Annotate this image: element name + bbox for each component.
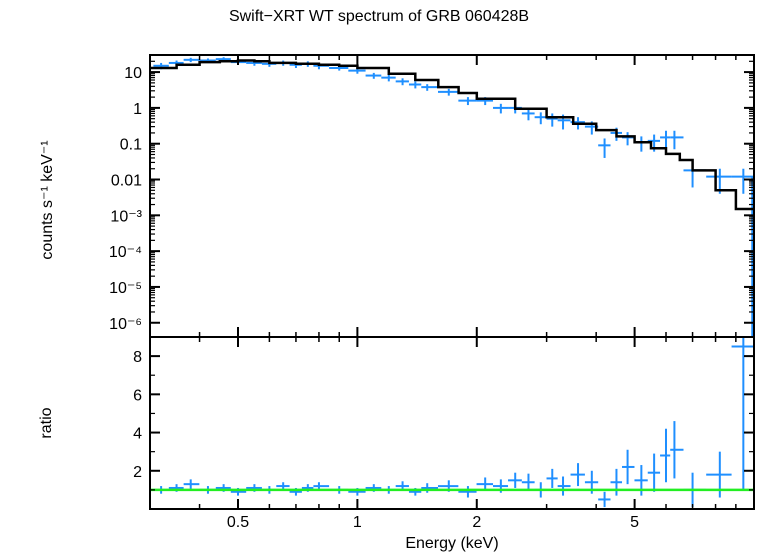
spectrum-y-axis-label: counts s⁻¹ keV⁻¹ <box>39 140 56 260</box>
y-tick-label: 10⁻³ <box>110 208 142 225</box>
spectrum-data-point <box>521 108 535 121</box>
spectrum-data-point <box>634 136 648 152</box>
spectrum-data-point <box>421 84 439 91</box>
spectrum-data-point <box>183 57 200 63</box>
y-tick-label: 10 <box>124 65 142 82</box>
x-axis-label: Energy (keV) <box>405 535 499 552</box>
ratio-data-point <box>313 482 330 490</box>
ratio-data-point <box>458 486 477 498</box>
ratio-y-tick-label: 2 <box>133 464 142 481</box>
ratio-y-tick-label: 4 <box>133 426 142 443</box>
y-tick-label: 0.1 <box>120 137 142 154</box>
spectrum-data-point <box>683 162 707 188</box>
x-tick-label: 0.5 <box>227 514 249 531</box>
ratio-data-point <box>622 449 635 485</box>
spectrum-data-point <box>381 74 396 82</box>
spectrum-panel-frame <box>149 54 755 338</box>
ticks-layer: 0.5 1 2 5 10 1 0.1 0.01 10⁻³ 10⁻⁴ 10⁻⁵ 10⁻⁶ 2 4 6 8 <box>109 54 754 531</box>
ratio-data-point <box>660 428 671 483</box>
spectrum-data-point <box>395 78 409 86</box>
data-layer <box>153 57 754 508</box>
spectrum-data-point <box>598 138 611 158</box>
spectrum-data-point <box>622 132 635 146</box>
ratio-panel-frame <box>149 336 755 510</box>
ratio-data-point <box>610 468 623 496</box>
spectrum-data-point <box>458 97 477 106</box>
ratio-data-point <box>476 477 494 491</box>
spectrum-data-point <box>731 168 754 194</box>
y-tick-label: 10⁻⁶ <box>109 316 142 333</box>
frame-layer <box>149 54 755 510</box>
y-tick-label: 10⁻⁵ <box>109 280 142 297</box>
spectrum-data-point <box>534 112 547 125</box>
x-tick-label: 2 <box>472 514 481 531</box>
spectrum-data-point <box>660 130 671 150</box>
ratio-data-point <box>570 463 585 487</box>
ratio-data-point <box>647 453 661 492</box>
ratio-data-point <box>276 482 290 490</box>
ratio-data-point <box>508 472 522 488</box>
spectrum-data-point <box>365 72 382 79</box>
spectrum-data-point <box>408 81 422 89</box>
ratio-data-point <box>521 473 535 491</box>
y-tick-label: 0.01 <box>111 173 142 190</box>
ratio-data-point <box>183 479 200 489</box>
chart-title: Swift−XRT WT spectrum of GRB 060428B <box>228 8 530 25</box>
y-tick-label: 1 <box>133 101 142 118</box>
ratio-data-point <box>546 468 558 488</box>
y-tick-label: 10⁻⁴ <box>109 244 142 261</box>
spectrum-data-point <box>670 130 684 150</box>
x-tick-label: 1 <box>353 514 362 531</box>
model-curve <box>150 59 754 211</box>
x-tick-label: 5 <box>630 514 639 531</box>
ratio-data-point <box>598 491 611 508</box>
ratio-y-tick-label: 8 <box>133 349 142 366</box>
ratio-data-point <box>557 476 571 496</box>
ratio-y-tick-label: 6 <box>133 387 142 404</box>
model-layer <box>150 59 754 492</box>
spectrum-data-point <box>438 88 459 96</box>
ratio-data-point <box>731 337 754 490</box>
ratio-data-point <box>421 483 439 493</box>
ratio-data-point <box>670 421 684 479</box>
spectrum-data-point <box>546 113 558 127</box>
spectrum-data-point <box>493 103 509 114</box>
ratio-y-axis-label: ratio <box>38 407 55 439</box>
